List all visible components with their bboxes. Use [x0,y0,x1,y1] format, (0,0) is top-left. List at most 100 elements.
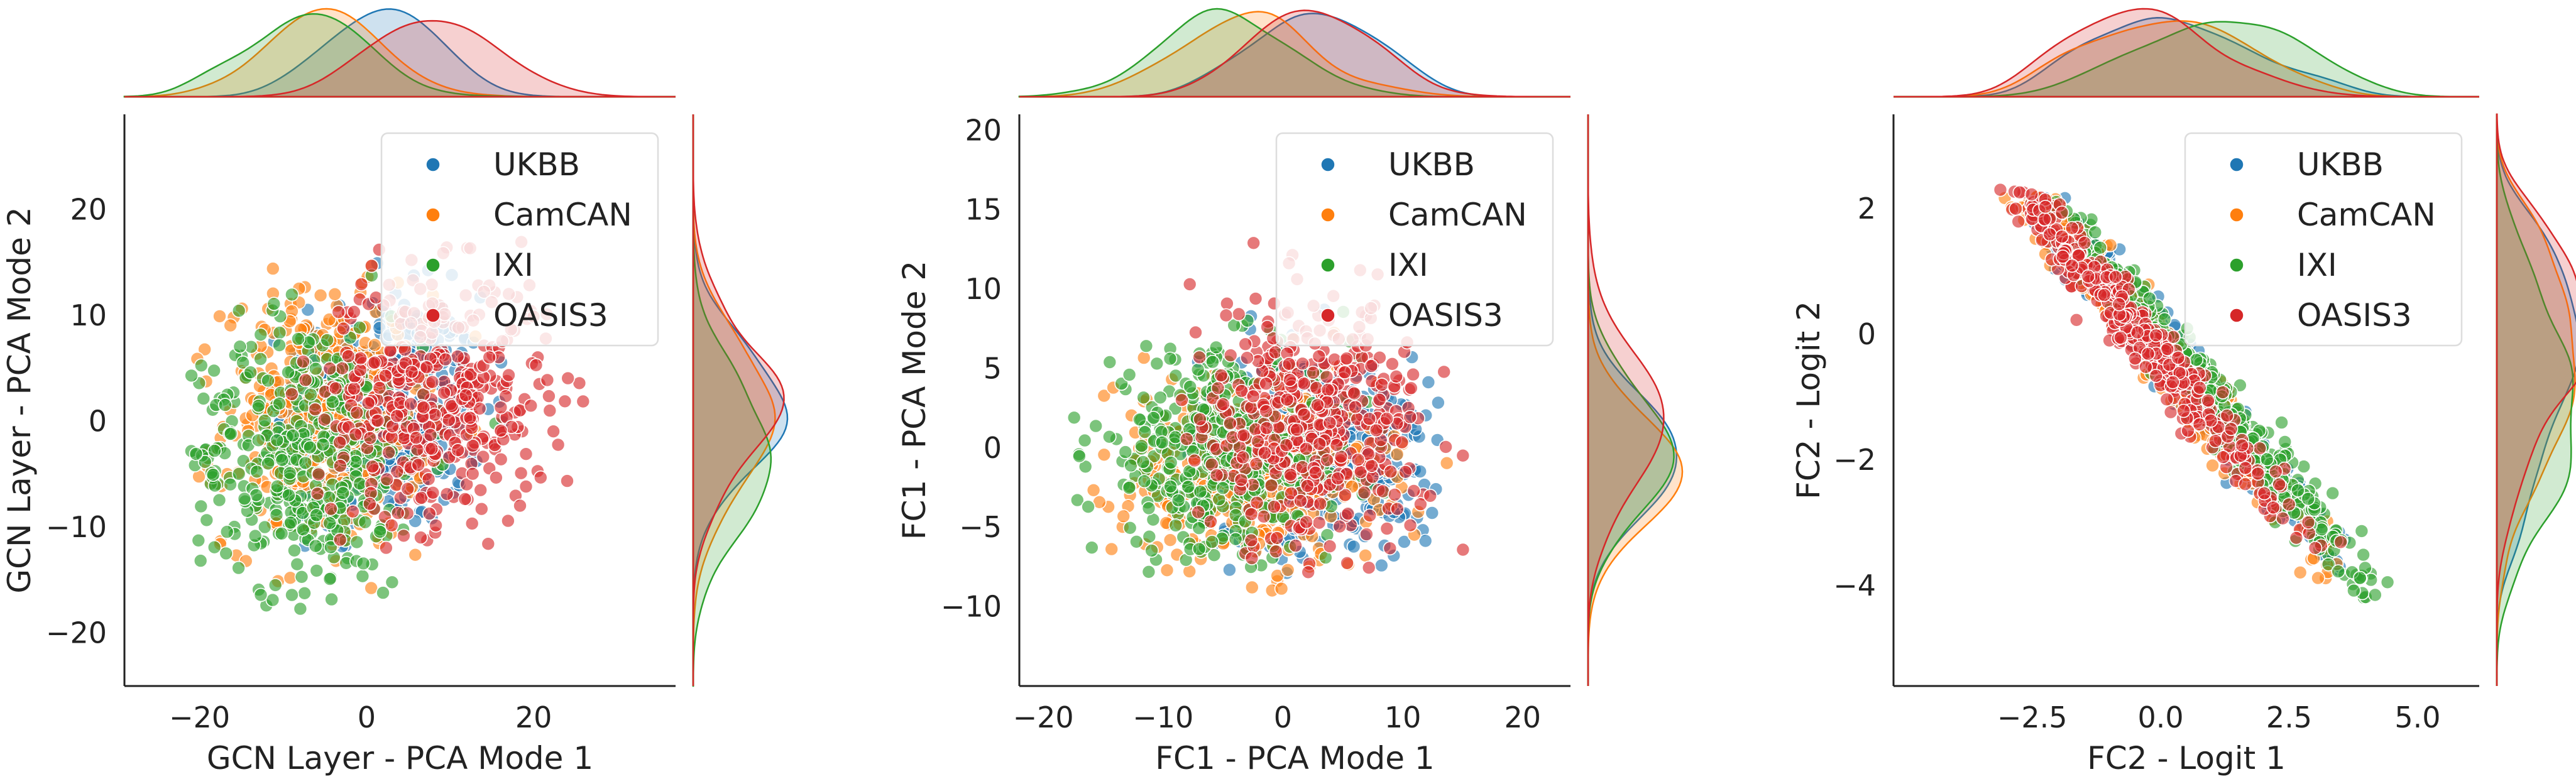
data-point [1364,359,1379,373]
data-point [298,455,313,471]
data-point [1088,418,1103,433]
data-point [429,518,443,533]
data-point [310,486,325,501]
data-point [1246,236,1261,251]
data-point [324,501,338,516]
data-point [2352,570,2367,585]
data-point [1372,392,1387,407]
x-tick-label: 20 [1504,700,1541,734]
data-point [1312,515,1327,530]
data-point [352,320,367,335]
data-point [191,533,206,548]
data-point [1312,437,1327,452]
data-point [1214,368,1229,383]
data-point [358,514,373,530]
data-point [275,452,290,467]
data-point [1129,534,1144,549]
data-point [1312,349,1327,364]
legend-label-camcan: CamCAN [493,197,632,233]
data-point [348,427,363,442]
data-point [372,381,387,395]
data-point [1283,467,1298,482]
data-point [1267,499,1281,514]
data-point [1376,484,1390,499]
data-point [523,398,539,413]
data-point [2024,187,2039,202]
data-point [384,518,399,533]
data-point [282,466,297,481]
data-point [261,373,275,388]
data-point [458,492,473,506]
data-point [1455,448,1471,463]
data-point [367,355,382,370]
data-point [493,452,508,467]
data-point [1155,435,1170,450]
x-axis-label: FC1 - PCA Mode 1 [1155,740,1434,776]
data-point [1191,504,1205,520]
data-point [542,403,557,418]
data-point [315,437,331,452]
data-point [1210,381,1225,396]
data-point [231,303,246,318]
data-point [1332,519,1347,534]
data-point [308,538,323,553]
data-point [219,525,234,539]
legend-label-oasis3: OASIS3 [493,297,608,334]
data-point [1159,563,1175,578]
data-point [518,479,534,494]
y-axis-label: GCN Layer - PCA Mode 2 [1,207,38,593]
data-point [274,526,289,541]
legend-marker-oasis3 [1320,308,1335,323]
data-point [1299,442,1313,456]
data-point [346,504,360,519]
data-point [1183,379,1197,394]
data-point [463,410,478,425]
data-point [2380,575,2395,590]
data-point [473,482,488,498]
data-point [2157,312,2172,327]
y-tick-label: −5 [959,510,1002,544]
data-point [364,580,379,596]
data-point [281,365,295,380]
data-point [349,535,364,550]
data-point [2331,564,2345,579]
data-point [1182,277,1197,291]
data-point [464,516,480,531]
data-point [197,342,212,357]
data-point [1296,376,1312,391]
data-point [1290,422,1304,437]
data-point [1136,455,1151,469]
data-point [1299,514,1313,530]
data-point [381,445,396,460]
data-point [1188,325,1203,340]
data-point [1340,506,1356,521]
data-point [501,513,515,528]
data-point [1116,509,1131,524]
data-point [557,394,573,409]
y-tick-label: 0 [89,405,107,438]
data-point [327,286,343,302]
data-point [1192,542,1207,557]
data-point [1190,362,1205,377]
data-point [1122,520,1137,535]
data-point [309,508,324,523]
data-point [368,290,383,305]
data-point [1216,397,1230,411]
data-point [1374,558,1389,573]
data-point [193,553,208,568]
data-point [1192,350,1207,365]
data-point [1374,378,1389,392]
data-point [1301,565,1315,580]
data-point [1134,438,1149,454]
data-point [2354,524,2369,538]
data-point [425,374,440,389]
data-point [1192,521,1207,536]
data-point [551,437,566,452]
data-point [332,532,348,547]
data-point [425,485,441,500]
data-point [1300,479,1315,493]
